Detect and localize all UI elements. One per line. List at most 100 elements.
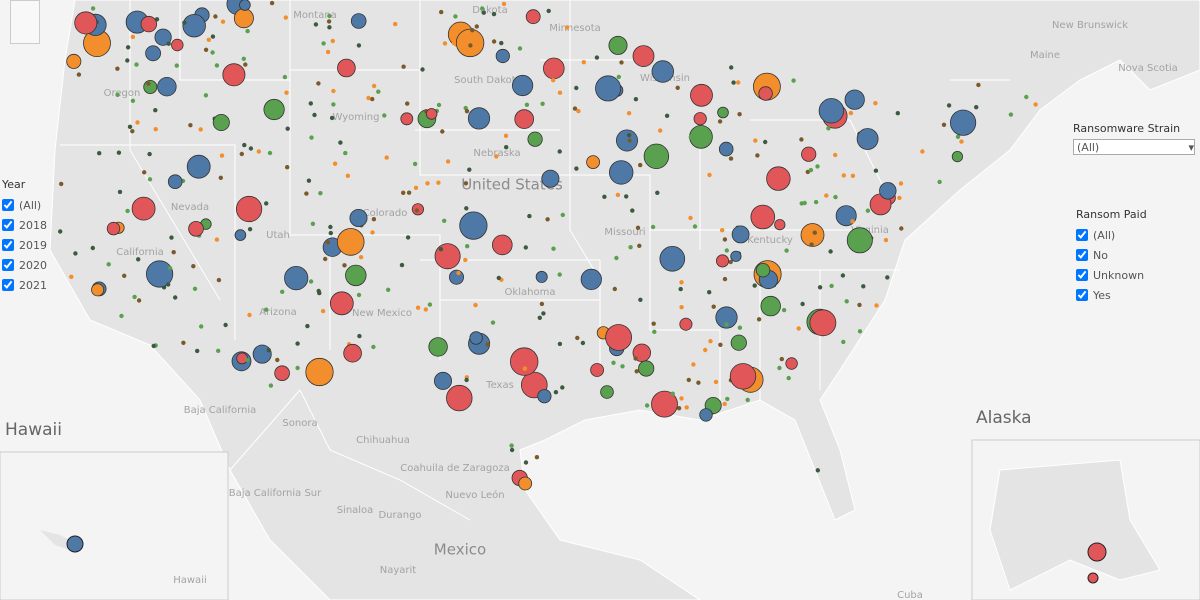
bubble xyxy=(66,53,82,69)
filter-title: Ransom Paid xyxy=(1076,208,1147,221)
filter-option[interactable]: 2020 xyxy=(2,255,47,275)
checkbox[interactable] xyxy=(2,279,14,291)
option-label: 2020 xyxy=(19,258,47,272)
filter-option[interactable]: (All) xyxy=(2,195,47,215)
bubble xyxy=(801,146,817,162)
bubble xyxy=(188,123,193,128)
checkbox[interactable] xyxy=(2,199,14,211)
bubble xyxy=(233,8,254,29)
bubble xyxy=(153,108,158,113)
checkbox[interactable] xyxy=(2,259,14,271)
bubble xyxy=(266,348,271,353)
bubble xyxy=(510,347,539,376)
bubble xyxy=(895,111,900,116)
option-label: Yes xyxy=(1093,288,1111,302)
bubble xyxy=(817,285,823,290)
bubble xyxy=(959,139,964,144)
bubble xyxy=(248,146,254,151)
bubble xyxy=(440,129,445,134)
bubble xyxy=(245,357,250,363)
bubble xyxy=(463,181,469,186)
bubble xyxy=(90,6,96,11)
bubble xyxy=(456,270,461,276)
bubble xyxy=(605,324,632,351)
bubble xyxy=(731,80,736,85)
bubble xyxy=(523,245,528,250)
map-label: Nebraska xyxy=(473,148,520,159)
bubble xyxy=(356,43,362,48)
checkbox[interactable] xyxy=(1076,289,1088,301)
bubble xyxy=(873,101,878,106)
bubble xyxy=(384,155,389,160)
map-label: Baja California xyxy=(184,405,257,416)
bubble xyxy=(464,206,469,211)
filter-option[interactable]: No xyxy=(1076,245,1147,265)
bubble xyxy=(729,65,734,70)
bubble xyxy=(883,237,889,243)
filter-option[interactable]: Yes xyxy=(1076,285,1147,305)
bubble xyxy=(699,408,713,422)
checkbox[interactable] xyxy=(1076,249,1088,261)
bubble xyxy=(66,535,84,553)
bubble xyxy=(400,112,414,126)
checkbox[interactable] xyxy=(2,219,14,231)
bubble xyxy=(627,138,632,143)
bubble xyxy=(316,81,321,86)
map-label: Oregon xyxy=(104,88,141,99)
bubble xyxy=(501,1,507,7)
bubble xyxy=(644,403,650,408)
filter-option[interactable]: 2019 xyxy=(2,235,47,255)
bubble xyxy=(474,24,479,29)
bubble xyxy=(465,244,470,249)
bubble xyxy=(308,279,314,284)
bubble xyxy=(537,315,542,320)
bubble xyxy=(525,9,541,25)
bubble xyxy=(371,217,377,222)
bubble xyxy=(650,224,656,230)
bubble xyxy=(779,356,784,362)
bubble xyxy=(420,67,425,72)
bubble xyxy=(850,219,855,224)
bubble xyxy=(517,46,523,51)
map-label: Colorado xyxy=(363,208,408,219)
bubble xyxy=(345,173,351,178)
filter-option[interactable]: Unknown xyxy=(1076,265,1147,285)
bubble xyxy=(602,194,607,199)
filter-option[interactable]: (All) xyxy=(1076,225,1147,245)
bubble xyxy=(686,377,691,383)
bubble xyxy=(560,385,565,390)
bubble xyxy=(327,13,332,19)
toolbar[interactable] xyxy=(10,0,40,44)
bubble xyxy=(815,468,820,473)
bubble xyxy=(509,447,515,453)
bubble xyxy=(651,321,656,326)
bubble xyxy=(717,106,729,119)
bubble xyxy=(371,83,377,89)
bubble xyxy=(844,89,865,110)
checkbox[interactable] xyxy=(1076,269,1088,281)
bubble xyxy=(331,102,336,107)
bubble xyxy=(412,161,418,167)
bubble xyxy=(366,95,371,101)
bubble xyxy=(557,272,562,277)
bubble xyxy=(633,356,638,361)
bubble xyxy=(1024,94,1029,100)
bubble xyxy=(786,375,791,381)
bubble xyxy=(829,283,834,289)
bubble xyxy=(535,270,548,283)
dropdown[interactable]: (All) ▾ xyxy=(1073,139,1195,155)
filter-option[interactable]: 2021 xyxy=(2,275,47,295)
bubble xyxy=(131,196,156,221)
bubble xyxy=(442,218,447,223)
bubble xyxy=(865,208,871,213)
bubble xyxy=(312,112,317,118)
checkbox[interactable] xyxy=(2,239,14,251)
filter-option[interactable]: 2018 xyxy=(2,215,47,235)
checkbox[interactable] xyxy=(1076,229,1088,241)
bubble xyxy=(146,81,151,86)
bubble xyxy=(342,263,347,268)
bubble xyxy=(263,98,285,121)
bubble xyxy=(151,343,156,349)
map-label: Baja California Sur xyxy=(229,488,322,499)
bubble xyxy=(600,385,614,399)
